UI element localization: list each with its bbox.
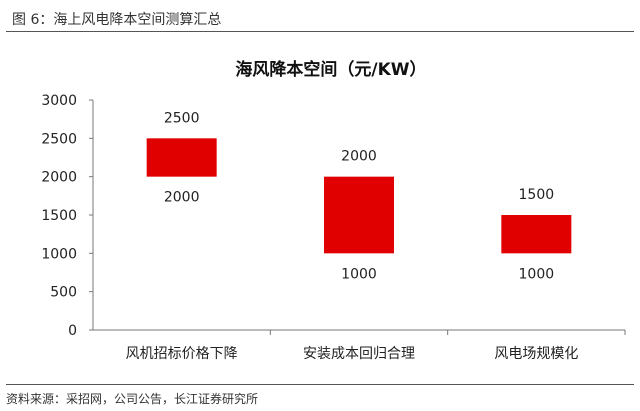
range-bar — [501, 215, 572, 254]
top-rule — [6, 31, 634, 32]
bar-low-label: 2000 — [164, 190, 200, 206]
bar-high-label: 2500 — [164, 110, 200, 126]
y-tick-label: 2500 — [41, 131, 77, 147]
y-tick-label: 1500 — [41, 208, 77, 224]
range-bar-chart: 海风降本空间（元/KW） 0 500 1000 1500 2000 2500 3000 2500… — [41, 59, 626, 362]
bar-high-label: 2000 — [341, 149, 377, 165]
x-category-label: 安装成本回归合理 — [303, 345, 415, 362]
source-note: 资料来源：采招网，公司公告，长江证券研究所 — [6, 392, 259, 406]
x-category-label: 风机招标价格下降 — [126, 346, 238, 362]
y-tick-label: 3000 — [41, 93, 77, 109]
bar-low-label: 1000 — [341, 266, 377, 282]
chart-title: 海风降本空间（元/KW） — [235, 59, 426, 80]
range-bar — [146, 138, 217, 177]
y-tick-label: 2000 — [41, 170, 77, 186]
figure-caption: 图 6：海上风电降本空间测算汇总 — [12, 12, 222, 28]
range-bar — [324, 176, 394, 254]
x-category-label: 风电场规模化 — [494, 346, 578, 362]
y-tick-label: 0 — [68, 323, 77, 339]
bar-low-label: 1000 — [519, 266, 555, 282]
bar-high-label: 1500 — [519, 187, 555, 203]
y-tick-label: 500 — [50, 285, 77, 301]
figure-header: 图 6：海上风电降本空间测算汇总 — [8, 6, 632, 32]
bottom-rule — [6, 384, 634, 385]
y-tick-label: 1000 — [41, 246, 77, 262]
